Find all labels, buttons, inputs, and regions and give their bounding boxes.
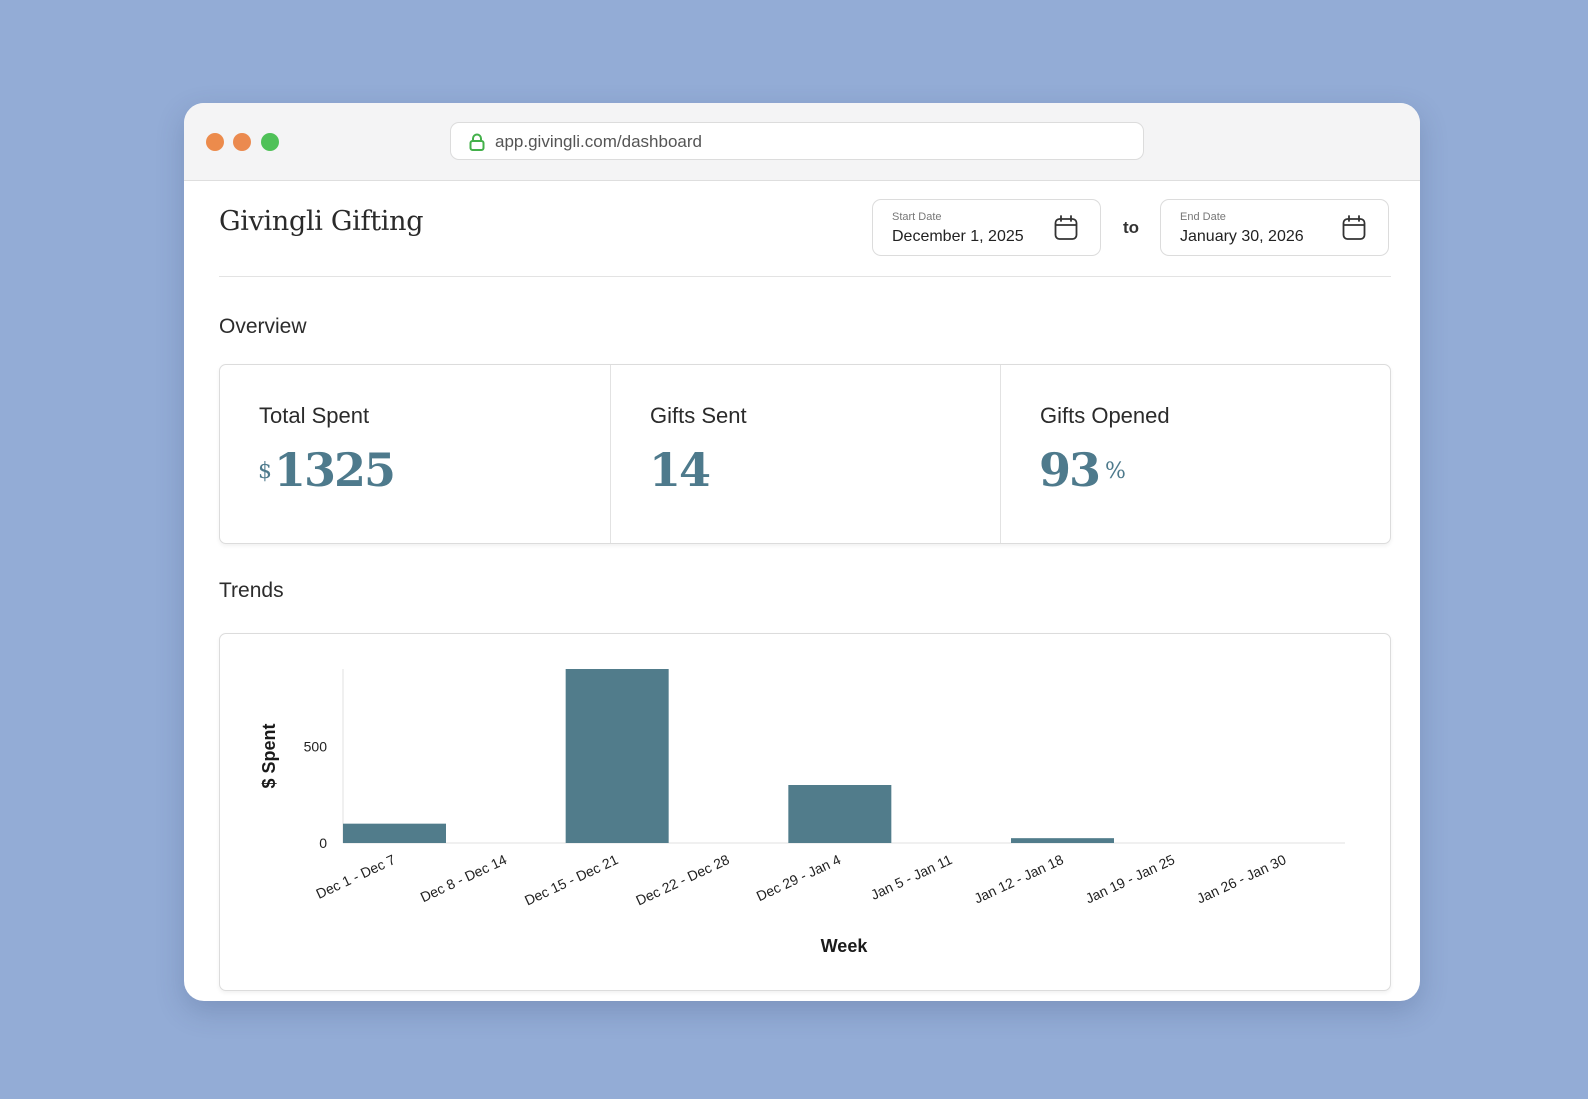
maximize-window-button[interactable]	[261, 133, 279, 151]
overview-stats-card: Total Spent $1325 Gifts Sent 14 Gifts Op…	[219, 364, 1391, 544]
stat-gifts-opened: Gifts Opened 93%	[1000, 365, 1391, 543]
start-date-value: December 1, 2025	[892, 228, 1024, 245]
gifts-sent-value: 14	[649, 443, 711, 497]
x-tick-label: Dec 29 - Jan 4	[754, 851, 843, 904]
x-tick-label: Jan 5 - Jan 11	[868, 851, 954, 903]
bar	[1011, 838, 1114, 843]
x-tick-label: Jan 19 - Jan 25	[1083, 851, 1177, 906]
x-tick-label: Jan 26 - Jan 30	[1194, 851, 1288, 906]
x-tick-label: Dec 8 - Dec 14	[418, 851, 510, 905]
bar	[788, 785, 892, 843]
trends-chart-card: 0 500 Dec 1 - Dec 7 Dec 8 - Dec 14 Dec 15 - …	[219, 633, 1391, 991]
end-date-value: January 30, 2026	[1180, 228, 1304, 245]
address-bar[interactable]: app.givingli.com/dashboard	[450, 122, 1144, 160]
x-axis-title: Week	[821, 936, 869, 956]
total-spent-value: 1325	[274, 443, 396, 497]
stat-value: $1325	[258, 443, 396, 497]
overview-heading: Overview	[219, 315, 307, 338]
calendar-icon[interactable]	[1342, 215, 1366, 241]
minimize-window-button[interactable]	[233, 133, 251, 151]
stat-label: Gifts Sent	[650, 403, 747, 428]
url-text: app.givingli.com/dashboard	[495, 132, 702, 151]
stat-value: 14	[649, 443, 711, 497]
calendar-icon[interactable]	[1054, 215, 1078, 241]
stat-gifts-sent: Gifts Sent 14	[610, 365, 1001, 543]
end-date-label: End Date	[1180, 211, 1226, 223]
start-date-picker[interactable]: Start Date December 1, 2025	[872, 199, 1101, 256]
trends-heading: Trends	[219, 579, 284, 602]
y-tick-label: 0	[319, 835, 327, 851]
close-window-button[interactable]	[206, 133, 224, 151]
percent-sign: %	[1105, 459, 1126, 484]
date-range-separator: to	[1123, 218, 1140, 237]
bar	[343, 823, 446, 843]
trends-bar-chart: 0 500 Dec 1 - Dec 7 Dec 8 - Dec 14 Dec 15 - …	[259, 669, 1345, 956]
end-date-picker[interactable]: End Date January 30, 2026	[1160, 199, 1389, 256]
bar	[565, 669, 669, 843]
x-tick-label: Dec 22 - Dec 28	[633, 851, 732, 908]
x-tick-label: Dec 1 - Dec 7	[313, 851, 398, 902]
stat-value: 93%	[1039, 443, 1126, 497]
stat-label: Gifts Opened	[1040, 403, 1170, 428]
x-tick-label: Jan 12 - Jan 18	[972, 851, 1066, 906]
currency-symbol: $	[258, 459, 272, 484]
y-tick-label: 500	[304, 738, 328, 754]
header-divider	[219, 276, 1391, 277]
browser-window: app.givingli.com/dashboard Givingli Gift…	[184, 103, 1420, 1001]
gifts-opened-value: 93	[1039, 443, 1101, 497]
stat-total-spent: Total Spent $1325	[220, 365, 610, 543]
stat-label: Total Spent	[259, 403, 370, 428]
lock-icon	[469, 133, 485, 151]
x-tick-label: Dec 15 - Dec 21	[522, 851, 621, 908]
browser-titlebar: app.givingli.com/dashboard	[184, 103, 1420, 181]
y-axis-title: $ Spent	[259, 723, 279, 788]
start-date-label: Start Date	[892, 211, 942, 223]
page-title: Givingli Gifting	[219, 206, 424, 237]
